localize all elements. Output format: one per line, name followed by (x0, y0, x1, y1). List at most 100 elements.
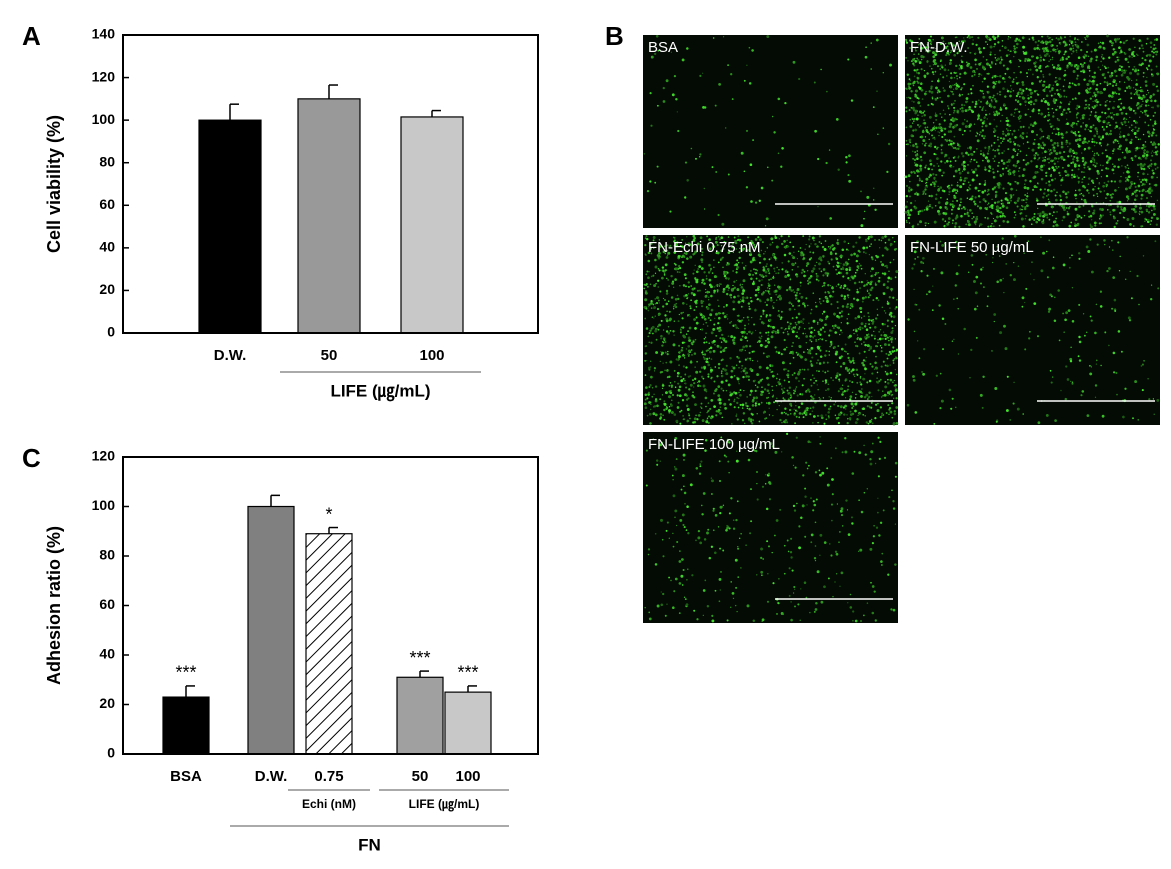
cell-dot (1084, 149, 1086, 151)
cell-dot (824, 248, 827, 251)
cell-dot (876, 381, 878, 383)
cell-dot (1123, 135, 1126, 138)
cell-dot (822, 286, 824, 288)
cell-dot (666, 290, 668, 292)
cell-dot (881, 413, 882, 414)
cell-dot (935, 197, 938, 200)
cell-dot (1046, 195, 1047, 196)
cell-dot (925, 136, 926, 137)
cell-dot (722, 312, 724, 314)
cell-dot (756, 299, 758, 301)
cell-dot (678, 265, 680, 267)
cell-dot (895, 389, 898, 392)
cell-dot (679, 314, 680, 315)
cell-dot (1056, 142, 1058, 144)
cell-dot (645, 352, 647, 354)
cell-dot (748, 417, 751, 420)
cell-dot (755, 390, 757, 392)
cell-dot (1017, 108, 1018, 109)
cell-dot (1145, 104, 1147, 106)
cell-dot (953, 142, 955, 144)
cell-dot (1092, 212, 1095, 215)
cell-dot (1075, 152, 1078, 155)
cell-dot (818, 339, 819, 340)
cell-dot (852, 277, 855, 280)
cell-dot (797, 300, 800, 303)
cell-dot (862, 297, 865, 300)
cell-dot (883, 331, 884, 332)
cell-dot (665, 303, 668, 306)
cell-dot (1048, 199, 1049, 200)
cell-dot (1066, 96, 1068, 98)
cell-dot (854, 403, 857, 406)
cell-dot (878, 239, 880, 241)
cell-dot (873, 188, 874, 189)
cell-dot (871, 267, 874, 270)
cell-dot (868, 333, 870, 335)
cell-dot (703, 271, 705, 273)
cell-dot (924, 209, 926, 211)
cell-dot (852, 413, 855, 416)
cell-dot (741, 152, 744, 155)
cell-dot (825, 316, 827, 318)
cell-dot (848, 154, 851, 157)
cell-dot (1038, 147, 1040, 149)
cell-dot (666, 330, 668, 332)
cell-dot (1086, 189, 1088, 191)
cell-dot (774, 285, 775, 286)
cell-dot (1127, 198, 1129, 200)
cell-dot (1111, 72, 1114, 75)
cell-dot (806, 342, 807, 343)
cell-dot (845, 380, 847, 382)
cell-dot (1137, 72, 1140, 75)
cell-dot (853, 329, 855, 331)
cell-dot (674, 263, 676, 265)
x-tick-label: 50 (412, 768, 429, 785)
cell-dot (819, 318, 822, 321)
cell-dot (1109, 211, 1110, 212)
cell-dot (924, 122, 927, 125)
cell-dot (1139, 47, 1141, 49)
cell-dot (709, 279, 712, 282)
cell-dot (1034, 99, 1037, 102)
cell-dot (800, 247, 802, 249)
cell-dot (855, 421, 858, 424)
cell-dot (820, 303, 821, 304)
cell-dot (1044, 47, 1047, 50)
cell-dot (782, 390, 784, 392)
cell-dot (1119, 148, 1121, 150)
cell-dot (691, 354, 693, 356)
cell-dot (1117, 166, 1119, 168)
cell-dot (968, 182, 970, 184)
cell-dot (830, 344, 832, 346)
cell-dot (662, 266, 664, 268)
cell-dot (1092, 95, 1094, 97)
cell-dot (1104, 104, 1106, 106)
cell-dot (1032, 37, 1034, 39)
cell-dot (654, 259, 657, 262)
cell-dot (953, 107, 955, 109)
cell-dot (869, 363, 871, 365)
cell-dot (789, 386, 791, 388)
cell-dot (736, 415, 737, 416)
cell-dot (679, 351, 681, 353)
cell-dot (766, 35, 769, 38)
cell-dot (1041, 178, 1044, 181)
cell-dot (1107, 168, 1109, 170)
cell-dot (851, 99, 853, 101)
cell-dot (825, 390, 827, 392)
cell-dot (717, 385, 720, 388)
cell-dot (827, 284, 829, 286)
cell-dot (905, 57, 907, 59)
cell-dot (1041, 80, 1042, 81)
cell-dot (707, 325, 709, 327)
cell-dot (1033, 142, 1036, 145)
cell-dot (748, 379, 750, 381)
cell-dot (946, 139, 949, 142)
cell-dot (895, 357, 897, 359)
cell-dot (867, 398, 869, 400)
cell-dot (1065, 43, 1068, 46)
cell-dot (810, 379, 812, 381)
cell-dot (770, 257, 771, 258)
cell-dot (745, 297, 747, 299)
